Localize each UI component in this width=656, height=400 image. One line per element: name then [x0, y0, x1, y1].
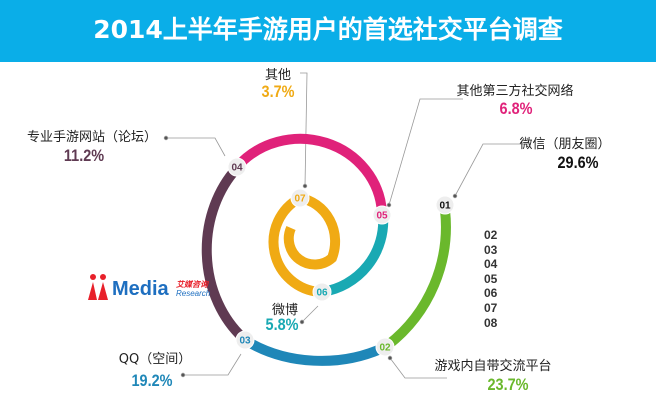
- leader-dot: [386, 202, 392, 208]
- logo-main: Media: [112, 278, 169, 300]
- spiral-segment-01: [384, 209, 451, 349]
- badge-05: 05: [372, 205, 392, 225]
- label-04: 专业手游网站（论坛）: [26, 130, 158, 145]
- number-item: 04: [484, 257, 498, 272]
- value-06: 5.8%: [265, 315, 299, 334]
- leader-dot: [302, 183, 308, 189]
- leader-dot: [452, 193, 458, 199]
- number-item: 05: [484, 271, 498, 286]
- label-07: 其他: [264, 68, 292, 83]
- spiral-segment-03: [201, 164, 247, 342]
- number-item: 03: [484, 242, 498, 257]
- label-05: 其他第三方社交网络: [456, 84, 574, 99]
- label-03: QQ（空间）: [118, 352, 192, 367]
- value-04: 11.2%: [63, 146, 105, 165]
- svg-text:04: 04: [231, 163, 243, 174]
- logo-en: Research: [176, 289, 211, 298]
- leader-line-07: [300, 72, 308, 187]
- value-07: 3.7%: [261, 82, 295, 101]
- leader-line-03: [183, 353, 242, 376]
- badge-02: 02: [375, 337, 395, 357]
- svg-text:02: 02: [379, 343, 391, 354]
- badge-06: 06: [312, 282, 332, 302]
- badge-04: 04: [227, 157, 247, 177]
- value-03: 19.2%: [131, 371, 173, 390]
- spiral-segment-05: [321, 214, 389, 297]
- value-05: 6.8%: [499, 99, 533, 118]
- label-02: 游戏内自带交流平台: [434, 359, 552, 374]
- leader-dot: [163, 135, 169, 141]
- label-06: 微博: [271, 303, 299, 318]
- svg-text:05: 05: [376, 211, 388, 222]
- leader-line-05: [388, 98, 463, 206]
- leader-line-04: [166, 137, 226, 157]
- svg-text:03: 03: [239, 336, 251, 347]
- number-item: 07: [484, 300, 498, 315]
- svg-text:06: 06: [316, 288, 328, 299]
- number-list: 02 03 04 05 06 07 08: [484, 228, 497, 330]
- title-banner: 2014上半年手游用户的首选社交平台调查: [0, 0, 656, 62]
- svg-text:07: 07: [294, 194, 306, 205]
- leader-line-01: [454, 143, 530, 197]
- leader-dot: [387, 355, 393, 361]
- number-item: 08: [484, 315, 498, 330]
- leader-line-06: [301, 305, 319, 323]
- badge-01: 01: [435, 195, 455, 215]
- number-item: 06: [484, 286, 498, 301]
- spiral-segment-06: [268, 192, 341, 297]
- badge-03: 03: [235, 330, 255, 350]
- leader-line-02: [389, 357, 447, 379]
- label-01: 微信（朋友圈）: [519, 137, 611, 152]
- leader-dot: [180, 372, 186, 378]
- number-item: 02: [484, 228, 498, 242]
- logo-figures-icon: [88, 274, 108, 300]
- value-02: 23.7%: [487, 375, 529, 394]
- spiral-segment-02: [242, 335, 388, 366]
- value-01: 29.6%: [557, 153, 599, 172]
- svg-text:01: 01: [439, 201, 451, 212]
- logo-cn: 艾媒咨询: [176, 280, 208, 289]
- spiral-segment-04: [233, 133, 387, 214]
- chart-title: 2014上半年手游用户的首选社交平台调查: [93, 15, 563, 44]
- badge-07: 07: [290, 188, 310, 208]
- leader-dot: [299, 319, 305, 325]
